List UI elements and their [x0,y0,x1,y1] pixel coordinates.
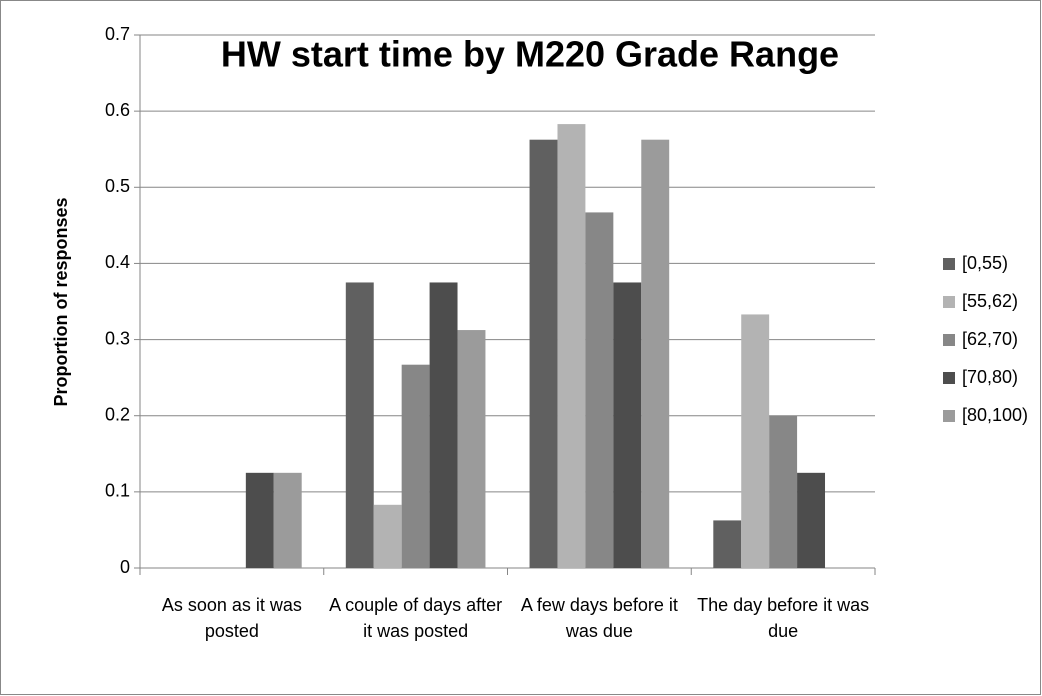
y-tick-label: 0.3 [105,328,130,348]
bar [529,139,558,569]
bar [401,364,430,568]
legend-swatch [943,372,955,384]
bar [713,520,742,568]
y-tick-label: 0.7 [105,24,130,44]
y-tick-label: 0.5 [105,176,130,196]
bar [429,282,458,568]
bar [769,415,798,568]
y-tick-label: 0.4 [105,252,130,272]
legend-label: [70,80) [962,367,1018,387]
bar [245,472,274,568]
bar [585,212,614,569]
bar [613,282,642,568]
legend-label: [55,62) [962,291,1018,311]
legend-swatch [943,410,955,422]
bar [641,139,670,569]
chart-title: HW start time by M220 Grade Range [221,34,839,75]
bar [457,330,486,568]
y-axis-label: Proportion of responses [51,197,71,406]
bar [797,472,826,568]
legend-swatch [943,296,955,308]
y-tick-label: 0.2 [105,404,130,424]
bar [373,504,402,568]
y-tick-label: 0.1 [105,481,130,501]
y-tick-label: 0 [120,557,130,577]
bar [741,314,770,568]
legend-label: [80,100) [962,405,1028,425]
legend-swatch [943,258,955,270]
legend-label: [62,70) [962,329,1018,349]
legend-swatch [943,334,955,346]
bar [345,282,374,568]
x-tick-label: A couple of days after it was posted [329,595,503,641]
x-tick-label: The day before it was due [697,595,870,641]
x-tick-label: A few days before it was due [520,595,678,641]
bar [273,472,302,568]
legend-label: [0,55) [962,253,1008,273]
x-tick-label: As soon as it was posted [161,595,302,641]
bar [557,124,586,568]
y-tick-label: 0.6 [105,100,130,120]
